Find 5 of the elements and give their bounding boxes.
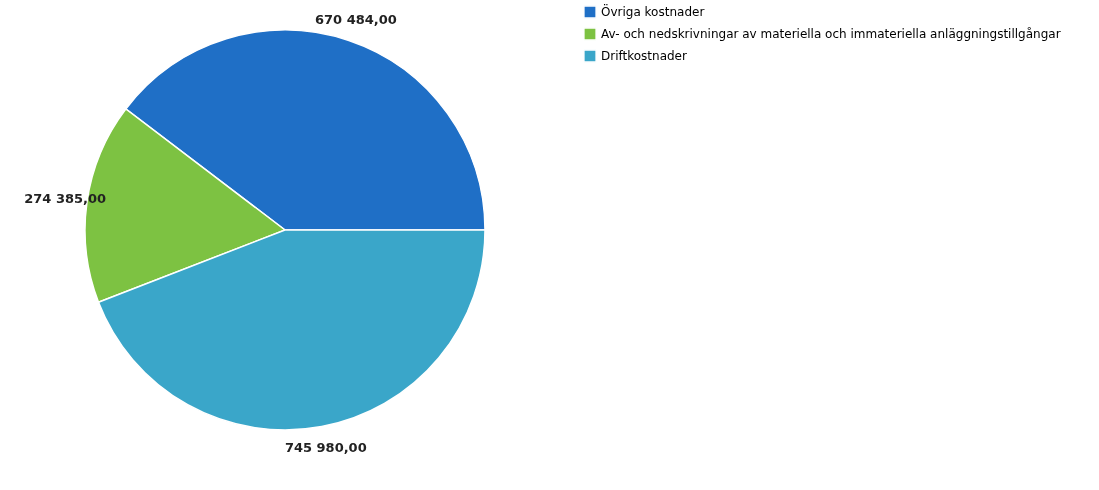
legend-label: Av- och nedskrivningar av materiella och immateriella anläggningstillgångar	[601, 27, 1061, 41]
legend-label: Övriga kostnader	[601, 3, 705, 19]
data-label: 670 484,00	[314, 11, 397, 27]
data-label: 745 980,00	[284, 440, 367, 456]
legend-label: Driftkostnader	[601, 49, 688, 63]
